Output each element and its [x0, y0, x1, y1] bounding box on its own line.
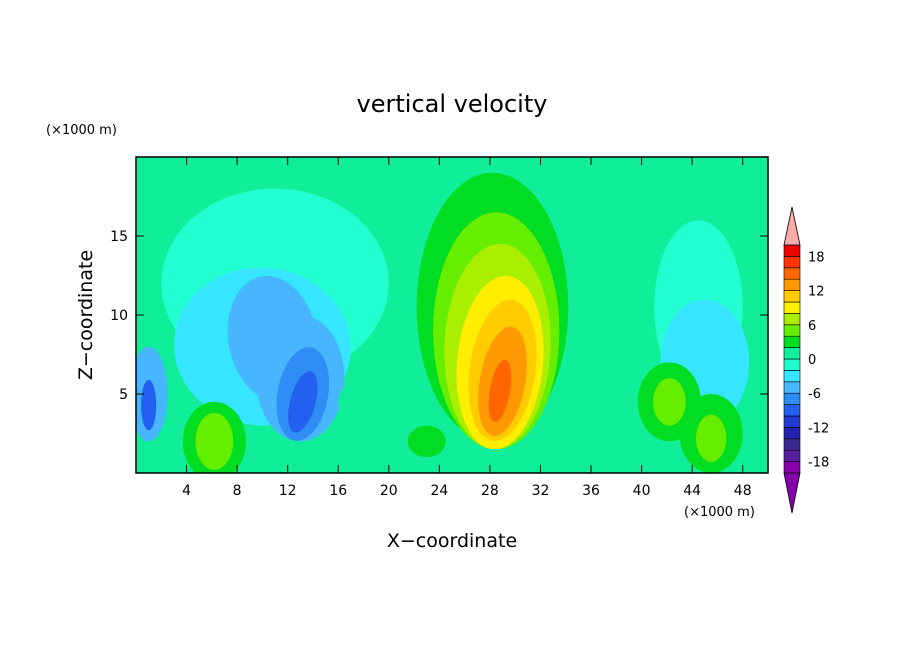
colorbar-max-arrow [783, 206, 801, 246]
x-tick-label: 44 [683, 483, 701, 499]
y-unit-label: (×1000 m) [46, 123, 117, 138]
colorbar-segment [783, 358, 801, 371]
x-tick-label: 32 [532, 483, 550, 499]
colorbar-segment [783, 347, 801, 360]
x-tick-label: 20 [380, 483, 398, 499]
colorbar-min-arrow [783, 472, 801, 514]
colorbar-segment [783, 449, 801, 462]
x-tick-label: 8 [233, 483, 242, 499]
colorbar-tick-label: 18 [808, 250, 825, 265]
contour-region [288, 371, 318, 433]
y-axis-ticks: 5 10 15 [110, 229, 768, 403]
colorbar: -18 -12 -6 0 6 12 18 [783, 206, 829, 514]
x-unit-label: (×1000 m) [684, 505, 755, 520]
contour-region [141, 379, 157, 431]
x-tick-label: 40 [633, 483, 651, 499]
colorbar-segment [783, 392, 801, 405]
contour-region [488, 359, 512, 423]
colorbar-segment [783, 335, 801, 348]
y-tick-label: 5 [119, 387, 128, 403]
contour-region [695, 414, 727, 462]
contour-region [338, 378, 389, 426]
colorbar-segment [783, 404, 801, 417]
x-tick-label: 24 [430, 483, 448, 499]
contour-plot-area [136, 157, 768, 473]
colorbar-segment [783, 370, 801, 383]
colorbar-segment [783, 438, 801, 451]
x-axis-ticks: 4 8 12 16 20 24 28 32 36 40 44 48 [182, 157, 752, 499]
x-axis-label: X−coordinate [387, 530, 517, 552]
contour-region [652, 378, 686, 426]
colorbar-tick-label: -6 [808, 387, 821, 402]
colorbar-tick-label: 6 [808, 319, 816, 334]
colorbar-segment [783, 301, 801, 314]
colorbar-tick-label: 0 [808, 353, 816, 368]
colorbar-segment [783, 381, 801, 394]
colorbar-segment [783, 244, 801, 257]
colorbar-segment [783, 313, 801, 326]
x-tick-label: 12 [279, 483, 297, 499]
contour-region [407, 425, 446, 458]
x-tick-label: 4 [182, 483, 191, 499]
colorbar-tick-label: -18 [808, 456, 829, 471]
colorbar-segment [783, 267, 801, 280]
colorbar-segment [783, 415, 801, 428]
y-tick-label: 15 [110, 229, 128, 245]
contour-region [195, 412, 234, 470]
y-tick-label: 10 [110, 308, 128, 324]
y-axis-label: Z−coordinate [75, 250, 97, 380]
x-tick-label: 16 [329, 483, 347, 499]
colorbar-segment [783, 324, 801, 337]
colorbar-segment [783, 256, 801, 269]
colorbar-segment [783, 461, 801, 474]
colorbar-segment [783, 290, 801, 303]
colorbar-tick-label: 12 [808, 285, 825, 300]
x-tick-label: 36 [582, 483, 600, 499]
chart-title: vertical velocity [357, 90, 548, 118]
colorbar-tick-label: -12 [808, 421, 829, 436]
x-tick-label: 48 [734, 483, 752, 499]
colorbar-segment [783, 427, 801, 440]
colorbar-segment [783, 278, 801, 291]
x-tick-label: 28 [481, 483, 499, 499]
